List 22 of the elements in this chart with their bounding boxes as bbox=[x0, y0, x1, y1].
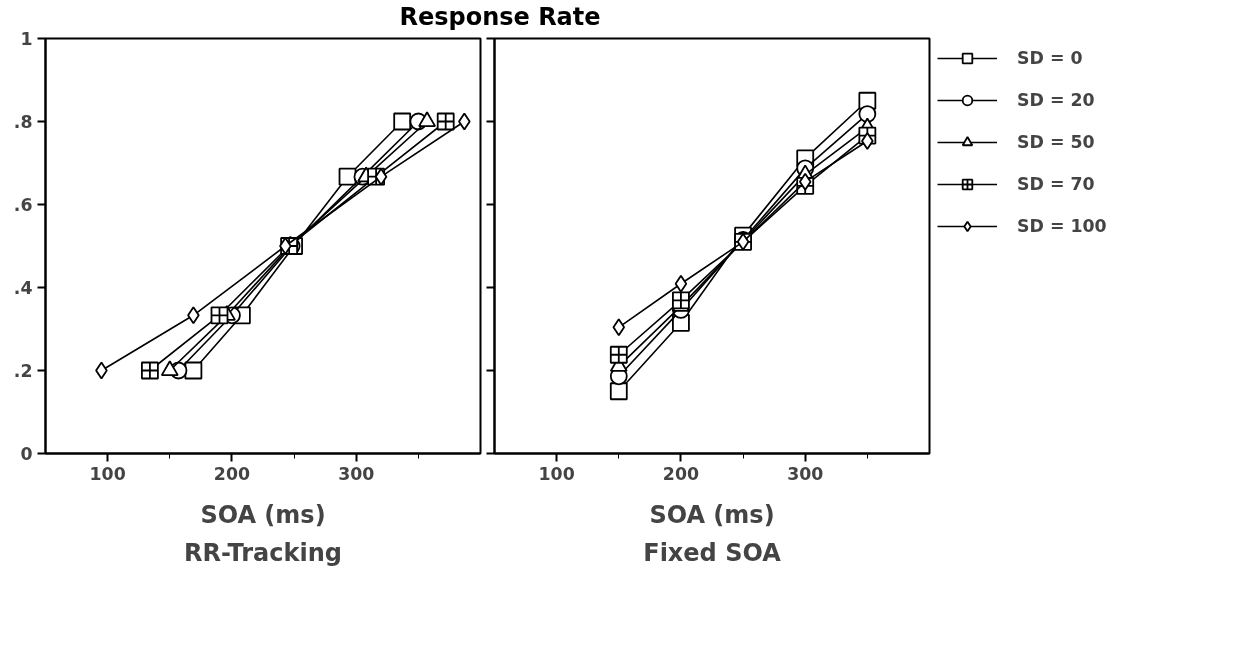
x-tick-label: 100 bbox=[538, 463, 575, 484]
y-tick-label: .4 bbox=[13, 278, 33, 298]
legend-label: SD = 70 bbox=[1017, 174, 1095, 194]
x-axis-title: SOA (ms) bbox=[649, 500, 775, 529]
x-tick-label: 100 bbox=[89, 463, 126, 484]
x-tick-label: 200 bbox=[213, 463, 251, 484]
y-tick-label: .6 bbox=[13, 195, 33, 215]
y-tick-label: .2 bbox=[13, 361, 33, 381]
y-tick-label: 1 bbox=[20, 29, 33, 49]
y-tick-label: .8 bbox=[13, 112, 33, 132]
text: Fixed SOA bbox=[643, 538, 782, 567]
text: RR-Tracking bbox=[184, 538, 342, 567]
x-tick-label: 300 bbox=[338, 463, 375, 484]
legend-label: SD = 50 bbox=[1017, 132, 1095, 152]
legend-label: SD = 0 bbox=[1017, 48, 1083, 68]
legend-label: SD = 20 bbox=[1017, 90, 1095, 110]
y-tick-label: 0 bbox=[20, 444, 33, 464]
legend-label: SD = 100 bbox=[1017, 216, 1107, 236]
chart-title: Response Rate bbox=[399, 2, 601, 33]
x-tick-label: 300 bbox=[787, 463, 824, 484]
x-tick-label: 200 bbox=[662, 463, 700, 484]
x-axis-title: SOA (ms) bbox=[200, 500, 326, 529]
